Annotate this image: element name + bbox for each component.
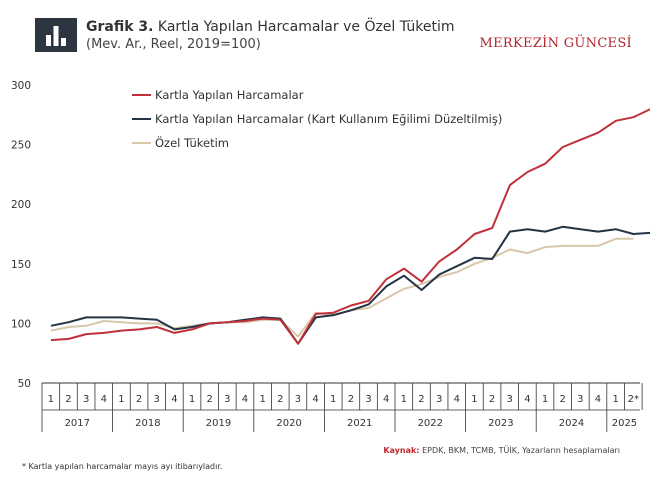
brand-logo: MERKEZİN GÜNCESİ [479, 36, 632, 51]
x-tick-label: 4 [383, 394, 389, 405]
legend-label: Kartla Yapılan Harcamalar [155, 88, 304, 102]
year-label: 2018 [135, 418, 160, 429]
series-line-1 [50, 108, 650, 345]
chart-subtitle: (Mev. Ar., Reel, 2019=100) [86, 37, 261, 52]
x-tick-label: 3 [365, 394, 371, 405]
chart-title-block: Grafik 3. Kartla Yapılan Harcamalar ve Ö… [86, 18, 506, 54]
year-label: 2025 [612, 418, 637, 429]
x-tick-label: 2 [206, 394, 212, 405]
x-tick-label: 2* [628, 394, 639, 405]
x-tick-label: 2 [348, 394, 354, 405]
series-line-3 [50, 237, 634, 338]
x-tick-label: 3 [577, 394, 583, 405]
x-tick-label: 3 [436, 394, 442, 405]
x-tick-label: 2 [418, 394, 424, 405]
x-tick-label: 1 [189, 394, 195, 405]
x-tick-label: 1 [542, 394, 548, 405]
x-tick-label: 2 [277, 394, 283, 405]
bar-chart-icon [35, 18, 77, 52]
x-tick-label: 4 [312, 394, 318, 405]
x-tick-label: 2 [65, 394, 71, 405]
year-label: 2023 [488, 418, 513, 429]
x-tick-label: 1 [330, 394, 336, 405]
x-tick-label: 4 [595, 394, 601, 405]
x-tick-label: 1 [471, 394, 477, 405]
x-tick-label: 1 [612, 394, 618, 405]
source-note: Kaynak: EPDK, BKM, TCMB, TÜİK, Yazarları… [383, 446, 620, 455]
chart-title-prefix: Grafik 3. [86, 19, 154, 35]
x-tick-label: 2 [489, 394, 495, 405]
x-tick-label: 1 [259, 394, 265, 405]
x-tick-label: 1 [118, 394, 124, 405]
x-tick-label: 3 [224, 394, 230, 405]
year-label: 2020 [276, 418, 301, 429]
x-tick-label: 3 [507, 394, 513, 405]
x-tick-label: 4 [524, 394, 530, 405]
x-tick-label: 4 [101, 394, 107, 405]
x-tick-label: 1 [48, 394, 54, 405]
y-tick-label: 200 [11, 199, 31, 211]
y-tick-label: 100 [11, 318, 31, 330]
legend-label: Özel Tüketim [155, 134, 229, 150]
year-label: 2017 [65, 418, 90, 429]
x-tick-label: 4 [454, 394, 460, 405]
x-tick-label: 2 [136, 394, 142, 405]
header: Grafik 3. Kartla Yapılan Harcamalar ve Ö… [0, 0, 650, 60]
x-tick-label: 2 [559, 394, 565, 405]
series-line-2 [50, 225, 650, 345]
y-tick-label: 250 [11, 140, 31, 152]
x-tick-label: 1 [401, 394, 407, 405]
legend-label: Kartla Yapılan Harcamalar (Kart Kullanım… [155, 112, 502, 126]
y-tick-label: 150 [11, 259, 31, 271]
year-label: 2021 [347, 418, 372, 429]
x-tick-label: 3 [154, 394, 160, 405]
x-tick-label: 4 [171, 394, 177, 405]
chart-title-text: Kartla Yapılan Harcamalar ve Özel Tüketi… [157, 19, 455, 35]
y-tick-label: 50 [18, 378, 31, 390]
source-label: Kaynak: [383, 446, 420, 455]
footnote: * Kartla yapılan harcamalar mayıs ayı it… [22, 462, 223, 471]
x-tick-label: 4 [242, 394, 248, 405]
chart-title: Grafik 3. Kartla Yapılan Harcamalar ve Ö… [86, 18, 506, 36]
x-tick-label: 3 [83, 394, 89, 405]
year-label: 2024 [559, 418, 584, 429]
year-label: 2022 [418, 418, 443, 429]
source-text: EPDK, BKM, TCMB, TÜİK, Yazarların hesapl… [422, 446, 620, 455]
year-label: 2019 [206, 418, 231, 429]
x-tick-label: 3 [295, 394, 301, 405]
y-tick-label: 300 [11, 80, 31, 92]
